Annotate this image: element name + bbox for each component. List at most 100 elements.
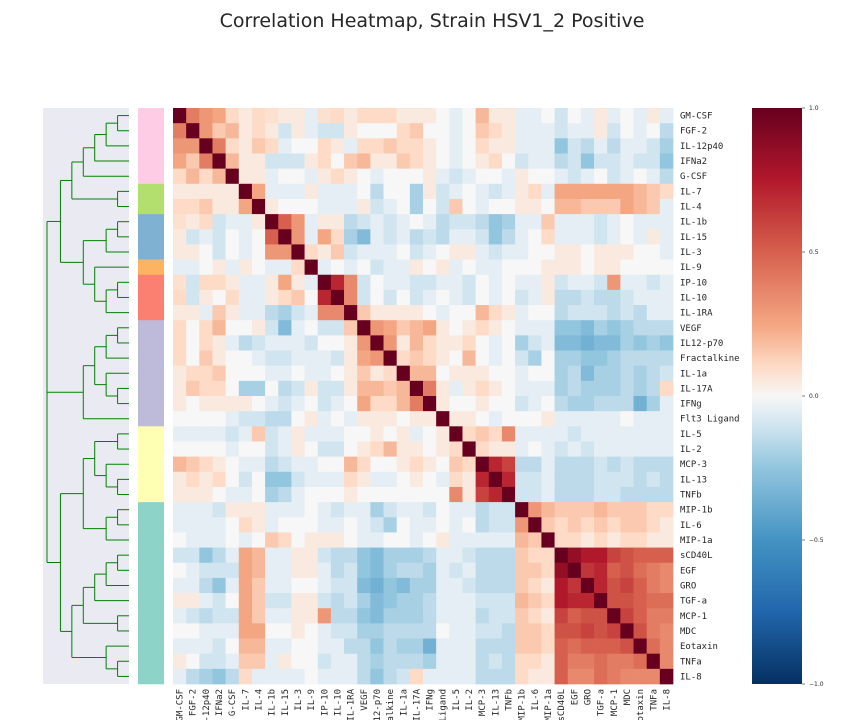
heatmap-cell-26-3 [212, 502, 226, 518]
heatmap-cell-23-14 [357, 456, 371, 473]
heatmap-cell-12-9 [291, 289, 305, 306]
heatmap-cell-28-33 [607, 532, 621, 548]
heatmap-cell-36-24 [488, 653, 503, 670]
heatmap-cell-12-2 [199, 289, 213, 306]
heatmap-cell-13-4 [225, 305, 240, 321]
heatmap-cell-3-1 [186, 153, 200, 169]
heatmap-cell-36-14 [357, 653, 371, 670]
heatmap-cell-22-20 [436, 441, 450, 457]
heatmap-cell-2-19 [423, 138, 437, 154]
heatmap-cell-35-18 [409, 638, 424, 655]
heatmap-cell-15-9 [291, 335, 305, 351]
heatmap-cell-35-9 [291, 638, 305, 655]
heatmap-cell-25-31 [580, 486, 595, 503]
heatmap-cell-31-20 [436, 577, 450, 594]
heatmap-cell-7-15 [370, 214, 384, 230]
heatmap-cell-1-13 [344, 123, 358, 139]
heatmap-cell-7-6 [251, 214, 266, 230]
heatmap-cell-26-20 [436, 502, 450, 518]
heatmap-cell-27-29 [554, 517, 569, 533]
col-label-il-2: IL-2 [465, 689, 475, 711]
heatmap-cell-10-12 [330, 259, 345, 276]
heatmap-cell-28-2 [199, 532, 213, 548]
heatmap-cell-36-26 [515, 653, 529, 670]
heatmap-cell-7-27 [528, 214, 542, 230]
heatmap-cell-13-23 [475, 305, 490, 321]
heatmap-cell-6-9 [291, 198, 305, 215]
heatmap-cell-21-8 [278, 426, 292, 442]
heatmap-cell-18-11 [317, 380, 332, 397]
col-label-il-17a: IL-17A [412, 688, 422, 720]
heatmap-cell-24-13 [344, 471, 358, 488]
heatmap-cell-36-12 [330, 653, 345, 670]
heatmap-cell-34-31 [580, 623, 595, 639]
heatmap-cell-28-17 [396, 532, 411, 548]
heatmap-cell-3-29 [554, 153, 569, 169]
heatmap-cell-6-18 [409, 198, 424, 215]
heatmap-cell-36-34 [620, 653, 634, 670]
heatmap-cell-18-4 [225, 380, 240, 397]
heatmap-cell-6-6 [251, 198, 266, 215]
heatmap-cell-30-7 [265, 562, 279, 579]
heatmap-cell-12-28 [541, 289, 555, 306]
heatmap-cell-11-16 [383, 274, 398, 291]
col-label-il-3: IL-3 [294, 689, 304, 711]
heatmap-cell-33-3 [212, 608, 226, 624]
heatmap-cell-17-15 [370, 365, 384, 382]
heatmap-cell-17-14 [357, 365, 371, 382]
heatmap-cell-14-3 [212, 320, 226, 336]
heatmap-cell-26-36 [646, 502, 661, 518]
heatmap-cell-1-35 [633, 123, 648, 139]
heatmap-cell-37-0 [173, 668, 187, 685]
heatmap-cell-33-10 [304, 608, 319, 624]
heatmap-cell-25-0 [173, 486, 187, 503]
heatmap-cell-29-10 [304, 547, 319, 564]
heatmap-cell-24-19 [423, 471, 437, 488]
heatmap-cell-37-25 [501, 668, 516, 685]
heatmap-cell-25-23 [475, 486, 490, 503]
heatmap-cell-32-28 [541, 593, 555, 609]
heatmap-cell-33-20 [436, 608, 450, 624]
heatmap-cell-29-31 [580, 547, 595, 564]
heatmap-cell-33-34 [620, 608, 634, 624]
heatmap-cell-24-2 [199, 471, 213, 488]
heatmap-cell-5-31 [580, 183, 595, 200]
heatmap-cell-27-23 [475, 517, 490, 533]
heatmap-cell-10-5 [238, 259, 253, 276]
heatmap-cell-4-24 [488, 168, 503, 185]
heatmap-cell-3-8 [278, 153, 292, 169]
heatmap-cell-3-4 [225, 153, 240, 169]
heatmap-cell-28-26 [515, 532, 529, 548]
heatmap-cell-18-6 [251, 380, 266, 397]
heatmap-cell-6-15 [370, 198, 384, 215]
heatmap-cell-11-19 [423, 274, 437, 291]
col-label-gro: GRO [583, 689, 593, 705]
heatmap-cell-6-23 [475, 198, 490, 215]
heatmap-cell-37-13 [344, 668, 358, 685]
heatmap-cell-1-18 [409, 123, 424, 139]
cluster-band-4 [138, 259, 164, 276]
heatmap-cell-17-36 [646, 365, 661, 382]
heatmap-cell-6-24 [488, 198, 503, 215]
heatmap-cell-32-29 [554, 593, 569, 609]
row-label-il-6: IL-6 [680, 521, 702, 531]
heatmap-cell-31-5 [238, 577, 253, 594]
heatmap-cell-33-4 [225, 608, 240, 624]
heatmap-cell-33-8 [278, 608, 292, 624]
heatmap-cell-32-12 [330, 593, 345, 609]
heatmap-cell-36-10 [304, 653, 319, 670]
heatmap-cell-12-24 [488, 289, 503, 306]
heatmap-cell-32-37 [659, 593, 674, 609]
heatmap-cell-12-18 [409, 289, 424, 306]
heatmap-cell-7-23 [475, 214, 490, 230]
heatmap-cell-20-1 [186, 411, 200, 427]
heatmap-cell-6-22 [462, 198, 476, 215]
heatmap-cell-33-6 [251, 608, 266, 624]
heatmap-cell-28-28 [541, 532, 555, 548]
heatmap-cell-32-25 [501, 593, 516, 609]
heatmap-cell-18-34 [620, 380, 634, 397]
heatmap-cell-29-37 [659, 547, 674, 564]
heatmap-cell-30-5 [238, 562, 253, 579]
heatmap-cell-6-3 [212, 198, 226, 215]
heatmap-cell-28-25 [501, 532, 516, 548]
